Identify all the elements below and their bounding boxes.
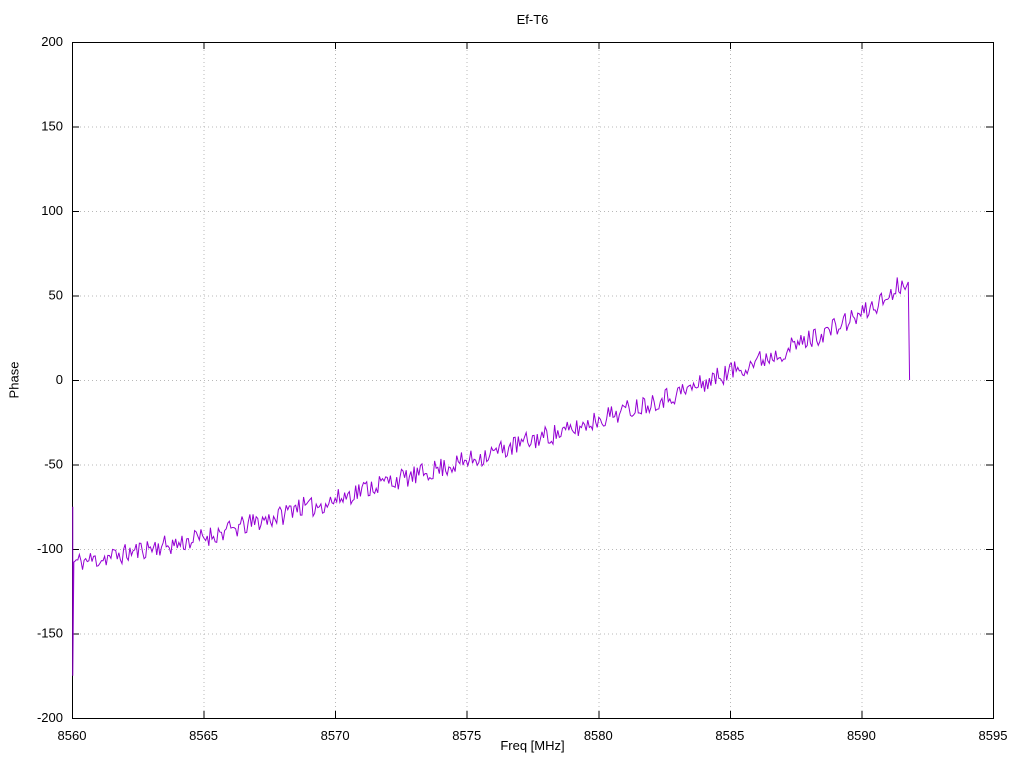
y-tick-label: 0: [56, 372, 63, 387]
y-tick-label: -50: [44, 457, 63, 472]
x-tick-label: 8560: [58, 728, 87, 743]
y-tick-label: -150: [37, 626, 63, 641]
x-tick-label: 8565: [189, 728, 218, 743]
x-tick-label: 8570: [321, 728, 350, 743]
y-tick-label: 200: [41, 34, 63, 49]
x-tick-label: 8585: [715, 728, 744, 743]
y-tick-label: 100: [41, 203, 63, 218]
x-tick-label: 8575: [452, 728, 481, 743]
chart-title: Ef-T6: [516, 12, 549, 27]
grid-lines: [72, 42, 994, 719]
tick-marks: [72, 42, 994, 719]
y-tick-label: -100: [37, 541, 63, 556]
y-tick-label: 50: [49, 288, 63, 303]
x-tick-label: 8595: [979, 728, 1008, 743]
x-tick-label: 8590: [847, 728, 876, 743]
y-tick-label: 150: [41, 119, 63, 134]
series-line-phase: [72, 277, 911, 676]
x-tick-label: 8580: [584, 728, 613, 743]
x-axis-label: Freq [MHz]: [500, 738, 565, 753]
tick-labels: 8560 8565 8570 8575 8580 8585 8590 8595 -200 -150…: [37, 34, 1007, 743]
y-tick-label: -200: [37, 710, 63, 725]
